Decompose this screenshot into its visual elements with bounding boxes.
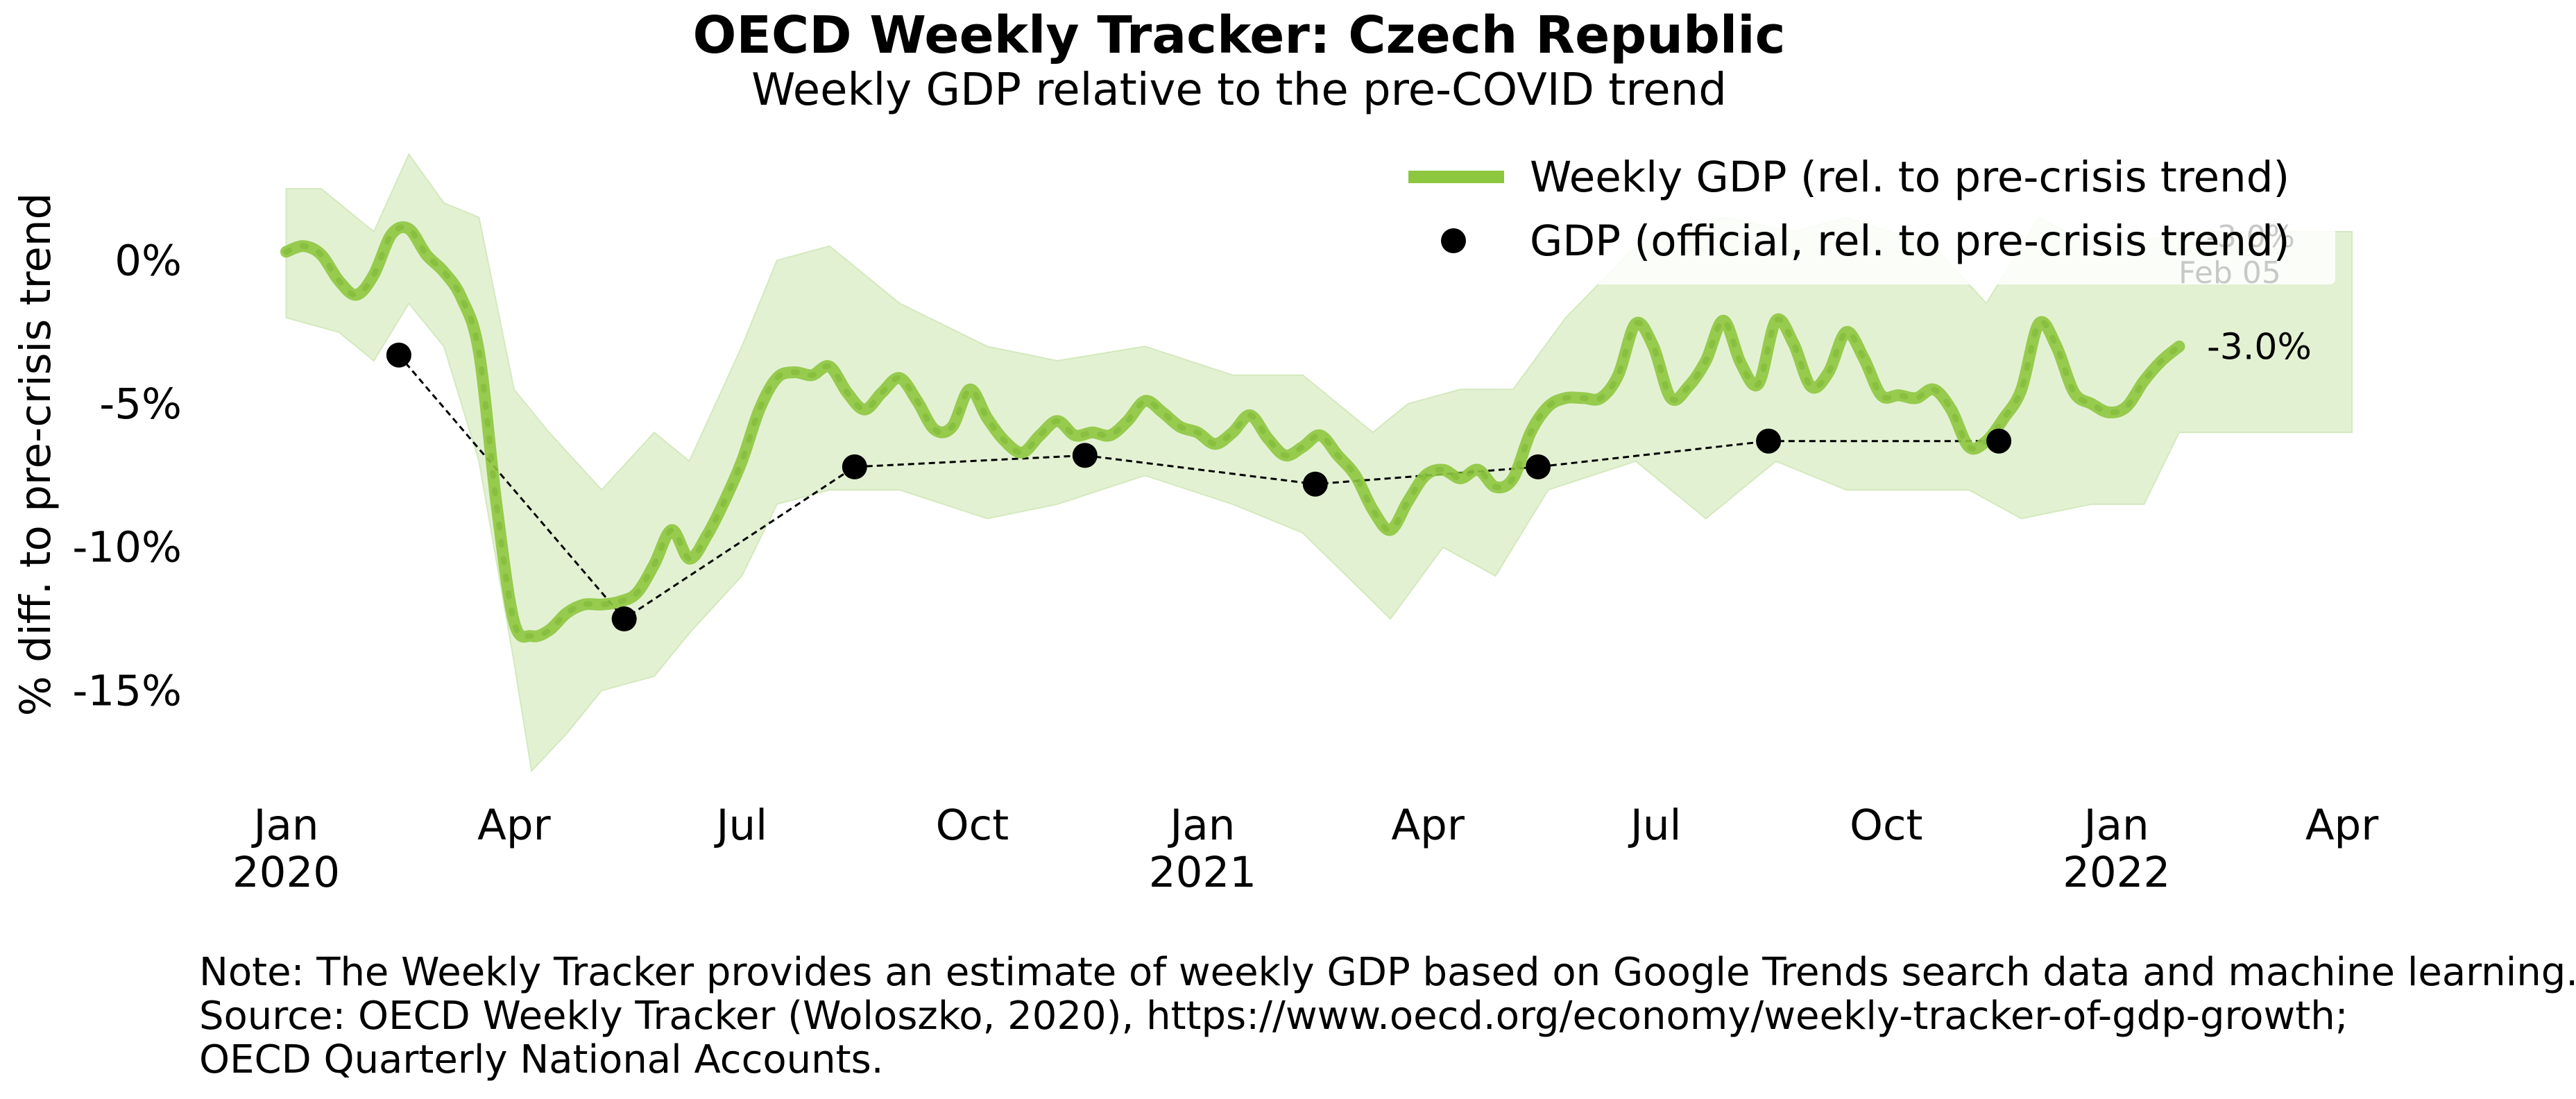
legend-background (1381, 149, 2335, 284)
official-gdp-point-5 (1526, 454, 1551, 479)
y-tick-label-3: -15% (72, 666, 182, 715)
legend-ghost-label-1: -3.0% (2206, 219, 2295, 255)
weekly-gdp-line (280, 221, 2185, 643)
official-gdp-connector (398, 354, 1999, 620)
y-axis-label: % diff. to pre-crisis trend (11, 193, 60, 717)
official-gdp-point-0 (386, 342, 411, 368)
legend-ghost-label-2: Feb 05 (2178, 255, 2281, 291)
legend-official-label: GDP (official, rel. to pre-crisis trend) (1530, 216, 2290, 266)
chart-title: OECD Weekly Tracker: Czech Republic (692, 6, 1785, 65)
x-tick-year-label-0: 2020 (232, 848, 340, 897)
x-tick-label-4: Jan (1167, 801, 1235, 850)
uncertainty-band (285, 153, 2353, 773)
official-gdp-point-4 (1302, 471, 1328, 497)
legend-official-marker (1441, 228, 1466, 253)
legend-weekly-label: Weekly GDP (rel. to pre-crisis trend) (1530, 153, 2289, 202)
official-gdp-point-3 (1072, 443, 1098, 468)
footnote: Note: The Weekly Tracker provides an est… (199, 951, 2576, 1082)
official-gdp-series (398, 354, 1999, 620)
weekly-gdp-line-texture (283, 224, 2182, 640)
official-gdp-point-2 (842, 454, 867, 479)
weekly-gdp-end-label: -3.0% (2207, 326, 2312, 368)
y-axis: 0% -5% -10% -15% (72, 236, 182, 715)
y-tick-label-1: -5% (99, 380, 182, 429)
legend: -3.0% Feb 05 Weekly GDP (rel. to pre-cri… (1381, 149, 2335, 291)
official-gdp-markers (386, 342, 2012, 631)
x-tick-label-6: Jul (1628, 801, 1682, 850)
y-tick-label-2: -10% (72, 523, 182, 572)
x-tick-year-label-8: 2022 (2063, 848, 2170, 897)
x-tick-label-2: Jul (713, 801, 767, 850)
note-line-3: OECD Quarterly National Accounts. (199, 1037, 884, 1082)
chart-subtitle: Weekly GDP relative to the pre-COVID tre… (751, 65, 1727, 116)
x-tick-label-3: Oct (936, 801, 1009, 850)
x-tick-label-0: Jan (250, 801, 318, 850)
note-line-2: Source: OECD Weekly Tracker (Woloszko, 2… (199, 994, 2348, 1039)
x-tick-label-7: Oct (1850, 801, 1922, 850)
note-line-1: Note: The Weekly Tracker provides an est… (199, 950, 2576, 995)
plot-area: -3.0% (280, 153, 2353, 773)
y-tick-label-0: 0% (114, 236, 182, 285)
x-tick-label-5: Apr (1391, 801, 1465, 850)
x-tick-year-label-4: 2021 (1149, 848, 1256, 897)
official-gdp-point-1 (611, 606, 637, 631)
x-tick-label-1: Apr (477, 801, 551, 850)
x-tick-label-8: Jan (2081, 801, 2149, 850)
official-gdp-point-7 (1986, 428, 2012, 454)
official-gdp-point-6 (1756, 428, 1782, 454)
x-tick-label-9: Apr (2305, 801, 2379, 850)
